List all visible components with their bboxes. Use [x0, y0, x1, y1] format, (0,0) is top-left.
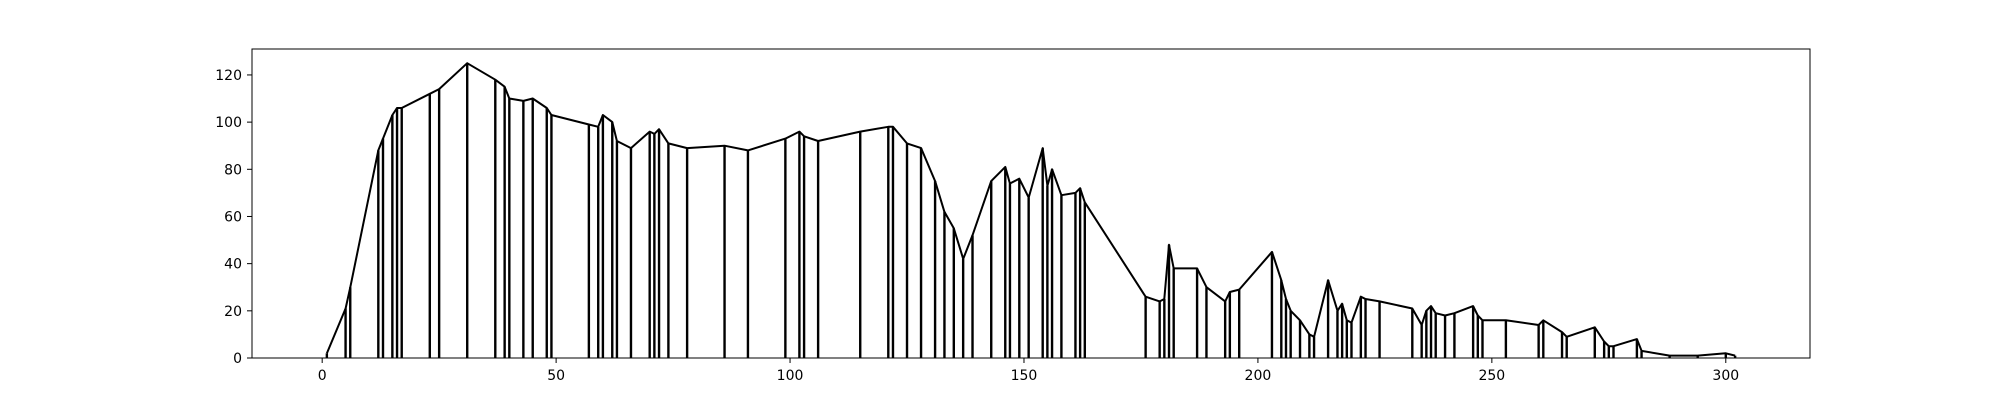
x-tick-label: 50 [547, 368, 565, 384]
x-tick-label: 300 [1712, 368, 1739, 384]
x-tick-label: 100 [777, 368, 804, 384]
y-tick-label: 20 [224, 304, 242, 320]
y-axis: 0 20 40 60 80 100 120 [215, 68, 252, 367]
x-tick-label: 200 [1245, 368, 1272, 384]
y-tick-label: 120 [215, 68, 242, 84]
vertical-drop-lines [325, 63, 1737, 358]
series-line [325, 62, 1736, 357]
x-axis: 0 50 100 150 200 250 300 [318, 358, 1739, 384]
plot-frame [251, 48, 1811, 359]
y-tick-label: 80 [224, 162, 242, 178]
y-tick-label: 0 [233, 351, 242, 367]
y-tick-label: 40 [224, 257, 242, 273]
y-tick-label: 100 [215, 115, 242, 131]
x-tick-label: 150 [1011, 368, 1038, 384]
y-tick-label: 60 [224, 209, 242, 225]
x-tick-label: 0 [318, 368, 327, 384]
x-tick-label: 250 [1478, 368, 1505, 384]
